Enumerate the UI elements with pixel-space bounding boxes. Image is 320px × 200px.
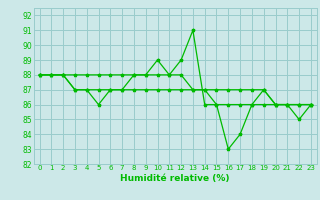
X-axis label: Humidité relative (%): Humidité relative (%) xyxy=(120,174,230,183)
